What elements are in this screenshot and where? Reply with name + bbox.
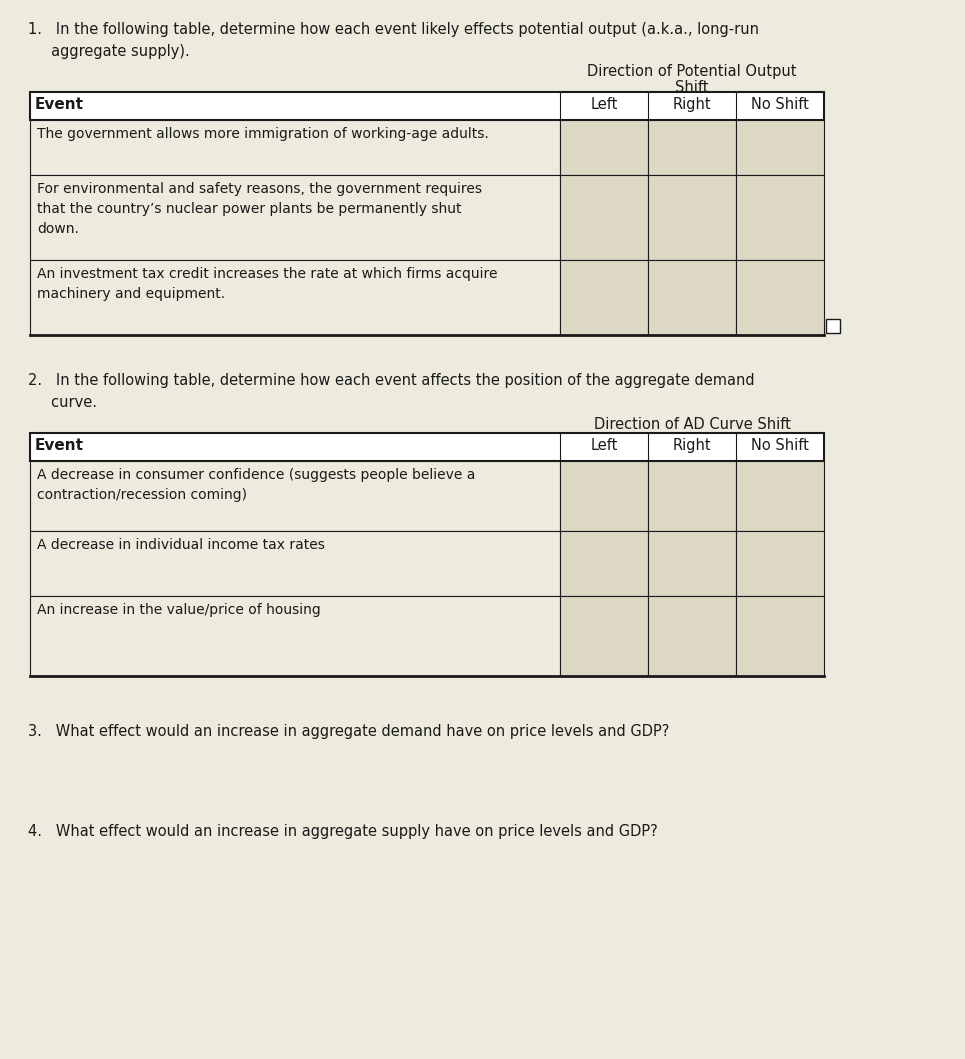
Bar: [826, 319, 840, 333]
Bar: [30, 175, 560, 261]
Bar: [648, 175, 736, 261]
Text: Left: Left: [591, 97, 618, 112]
Bar: [30, 92, 824, 120]
Text: curve.: curve.: [28, 395, 97, 410]
Bar: [648, 461, 736, 531]
Bar: [736, 261, 824, 335]
Text: Shift: Shift: [676, 80, 708, 95]
Bar: [560, 120, 648, 175]
Bar: [560, 261, 648, 335]
Text: A decrease in individual income tax rates: A decrease in individual income tax rate…: [37, 538, 325, 552]
Text: No Shift: No Shift: [751, 97, 809, 112]
Bar: [736, 531, 824, 596]
Bar: [30, 531, 560, 596]
Text: An investment tax credit increases the rate at which firms acquire
machinery and: An investment tax credit increases the r…: [37, 267, 498, 301]
Bar: [648, 531, 736, 596]
Bar: [560, 596, 648, 676]
Text: An increase in the value/price of housing: An increase in the value/price of housin…: [37, 603, 320, 617]
Text: aggregate supply).: aggregate supply).: [28, 44, 190, 59]
Bar: [648, 120, 736, 175]
Text: Event: Event: [35, 97, 84, 112]
Text: The government allows more immigration of working-age adults.: The government allows more immigration o…: [37, 127, 488, 141]
Text: 4.   What effect would an increase in aggregate supply have on price levels and : 4. What effect would an increase in aggr…: [28, 824, 658, 839]
Bar: [30, 433, 824, 461]
Bar: [736, 461, 824, 531]
Bar: [30, 261, 560, 335]
Text: Right: Right: [673, 438, 711, 453]
Bar: [736, 596, 824, 676]
Bar: [648, 596, 736, 676]
Bar: [648, 261, 736, 335]
Bar: [30, 120, 560, 175]
Text: 3.   What effect would an increase in aggregate demand have on price levels and : 3. What effect would an increase in aggr…: [28, 724, 670, 739]
Text: Event: Event: [35, 438, 84, 453]
Bar: [30, 596, 560, 676]
Text: 2.   In the following table, determine how each event affects the position of th: 2. In the following table, determine how…: [28, 373, 755, 388]
Bar: [560, 461, 648, 531]
Text: A decrease in consumer confidence (suggests people believe a
contraction/recessi: A decrease in consumer confidence (sugge…: [37, 468, 476, 502]
Bar: [30, 461, 560, 531]
Text: Left: Left: [591, 438, 618, 453]
Bar: [736, 175, 824, 261]
Text: 1.   In the following table, determine how each event likely effects potential o: 1. In the following table, determine how…: [28, 22, 759, 37]
Bar: [736, 120, 824, 175]
Text: Direction of Potential Output: Direction of Potential Output: [588, 64, 797, 79]
Text: No Shift: No Shift: [751, 438, 809, 453]
Text: For environmental and safety reasons, the government requires
that the country’s: For environmental and safety reasons, th…: [37, 182, 482, 236]
Bar: [560, 531, 648, 596]
Bar: [560, 175, 648, 261]
Text: Right: Right: [673, 97, 711, 112]
Text: Direction of AD Curve Shift: Direction of AD Curve Shift: [593, 417, 790, 432]
